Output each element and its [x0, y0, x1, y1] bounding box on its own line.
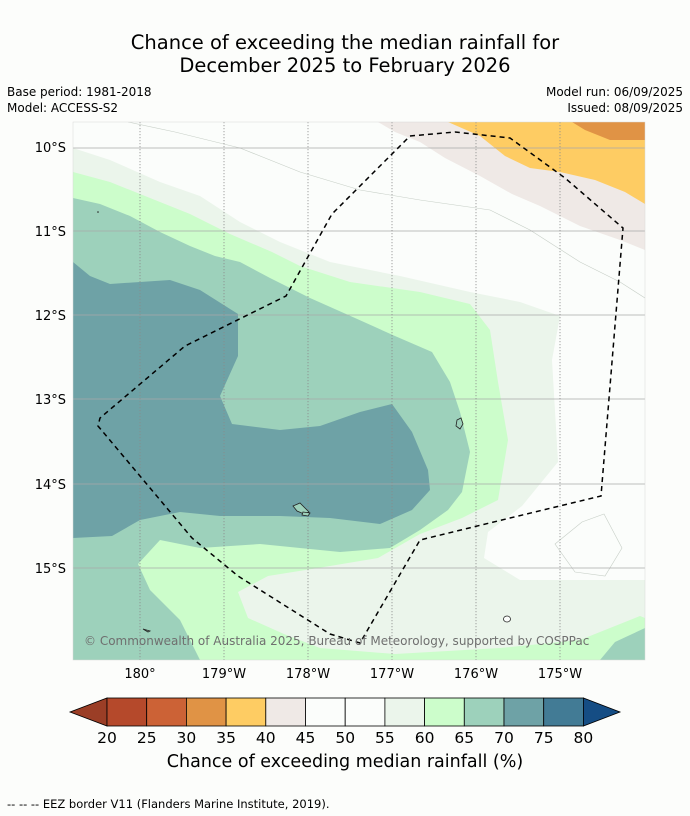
title-line-1: Chance of exceeding the median rainfall …	[130, 31, 560, 54]
contour-fill-group	[73, 122, 645, 660]
colorbar-tick-label: 50	[335, 729, 355, 747]
issued-date: Issued: 08/09/2025	[567, 101, 683, 115]
colorbar-segment-c20_25	[106, 697, 148, 727]
islands	[97, 211, 511, 633]
map-frame	[72, 121, 646, 661]
colorbar-extend-low	[68, 697, 108, 727]
colorbar-segment-c55_60	[384, 697, 425, 727]
colorbar-tick-label: 60	[415, 729, 435, 747]
colorbar-tick-label: 55	[375, 729, 395, 747]
map-title: Chance of exceeding the median rainfall …	[0, 31, 690, 77]
island-sw	[142, 628, 152, 633]
lon-label-180: 180°	[124, 667, 155, 682]
lon-label-178w: 178°W	[286, 667, 330, 682]
eez-border	[97, 131, 624, 644]
model-run-date: Model run: 06/09/2025	[545, 85, 683, 99]
colorbar-segment-c25_30	[146, 697, 187, 727]
colorbar-tick-label: 65	[454, 729, 474, 747]
eez-footnote: -- -- -- EEZ border V11 (Flanders Marine…	[7, 797, 330, 811]
island-east-a	[455, 417, 464, 430]
colorbar-tick-label: 35	[216, 729, 236, 747]
lat-label-10s: 10°S	[35, 141, 66, 156]
model-name: Model: ACCESS-S2	[7, 101, 119, 115]
graticule	[73, 147, 645, 569]
longitude-labels: 180° 179°W 178°W 177°W 176°W 175°W	[124, 667, 582, 682]
colorbar-segment-c65_70	[463, 697, 505, 727]
base-period: Base period: 1981-2018	[7, 85, 152, 99]
contour-band-65-70-se	[600, 628, 645, 660]
latitude-labels: 10°S 11°S 12°S 13°S 14°S 15°S	[35, 141, 66, 577]
colorbar-segment-c60_65	[424, 697, 465, 727]
title-line-2: December 2025 to February 2026	[179, 54, 511, 77]
lon-label-176w: 176°W	[454, 667, 498, 682]
colorbar-segment-c70_75	[503, 697, 545, 727]
colorbar-tick-label: 25	[137, 729, 157, 747]
colorbar-title: Chance of exceeding median rainfall (%)	[166, 752, 524, 772]
run-info-right: Model run: 06/09/2025 Issued: 08/09/2025	[546, 84, 683, 116]
colorbar-segment-c45_50	[305, 697, 346, 727]
colorbar-tick-label: 75	[534, 729, 554, 747]
colorbar-segment-c50_55	[344, 697, 386, 727]
colorbar-tick-label: 30	[177, 729, 197, 747]
colorbar-segment-c30_35	[185, 697, 227, 727]
lat-label-12s: 12°S	[35, 309, 66, 324]
colorbar-extend-high	[583, 697, 622, 727]
lon-label-177w: 177°W	[370, 667, 414, 682]
colorbar: 20 25 30 35 40 45 50 55 60 65 70 75 80	[68, 697, 622, 747]
contour-line-closed	[554, 513, 623, 577]
colorbar-tick-label: 45	[296, 729, 316, 747]
lat-label-13s: 13°S	[35, 393, 66, 408]
lon-label-179w: 179°W	[202, 667, 246, 682]
colorbar-segment-c40_45	[265, 697, 306, 727]
contour-band-35-40	[448, 122, 645, 204]
lat-label-15s: 15°S	[35, 562, 66, 577]
island-southeast	[503, 615, 511, 623]
contour-band-30-35	[572, 122, 645, 140]
island-dot	[97, 211, 99, 213]
colorbar-tick-label: 70	[494, 729, 514, 747]
contour-band-70-75	[73, 262, 430, 538]
colorbar-tick-label: 40	[256, 729, 276, 747]
colorbar-tick-label: 20	[97, 729, 117, 747]
run-info-left: Base period: 1981-2018 Model: ACCESS-S2	[7, 84, 152, 116]
contour-line-north	[127, 122, 645, 299]
lat-label-14s: 14°S	[35, 478, 66, 493]
lat-label-11s: 11°S	[35, 225, 66, 240]
colorbar-tick-label: 80	[574, 729, 594, 747]
lon-label-175w: 175°W	[538, 667, 582, 682]
island-wallis-b	[301, 511, 311, 517]
colorbar-segment-c75_80	[543, 697, 584, 727]
island-wallis-a	[292, 502, 310, 515]
colorbar-segment-c35_40	[225, 697, 267, 727]
copyright-notice: © Commonwealth of Australia 2025, Bureau…	[84, 634, 589, 648]
